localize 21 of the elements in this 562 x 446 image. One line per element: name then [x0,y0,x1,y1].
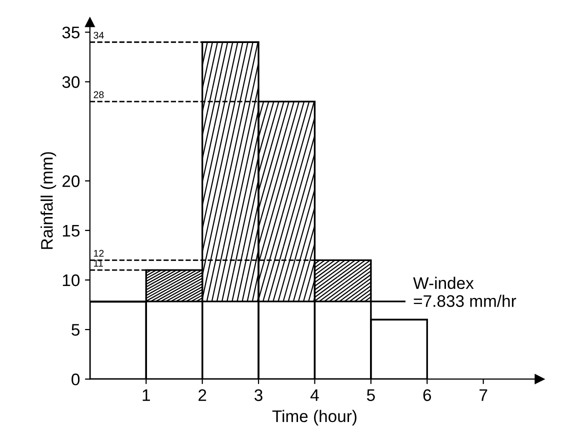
x-tick-label: 1 [142,389,150,401]
ref-line-label: 11 [94,260,103,267]
y-tick-label: 35 [62,26,80,38]
y-tick-label: 30 [62,76,80,88]
x-tick-label: 6 [423,389,432,402]
ref-line-label: 12 [94,250,104,257]
ref-line-label: 28 [94,91,104,98]
y-tick-label: 15 [62,225,80,237]
x-tick-label: 4 [310,389,319,401]
x-axis-title: Time (hour) [272,410,356,426]
y-tick-label: 10 [62,274,80,286]
x-tick-label: 5 [366,389,375,402]
x-tick-label: 3 [254,389,262,402]
x-tick-label: 2 [198,389,206,401]
ref-line-label: 34 [94,32,104,39]
x-tick-label: 7 [480,389,488,401]
y-tick-label: 5 [72,324,80,336]
y-tick-label: 20 [62,175,80,188]
y-axis-title: Rainfall (mm) [40,152,56,249]
y-tick-label: 0 [72,374,80,386]
ref-line-label: W-index =7.833 mm/hr [413,276,516,307]
